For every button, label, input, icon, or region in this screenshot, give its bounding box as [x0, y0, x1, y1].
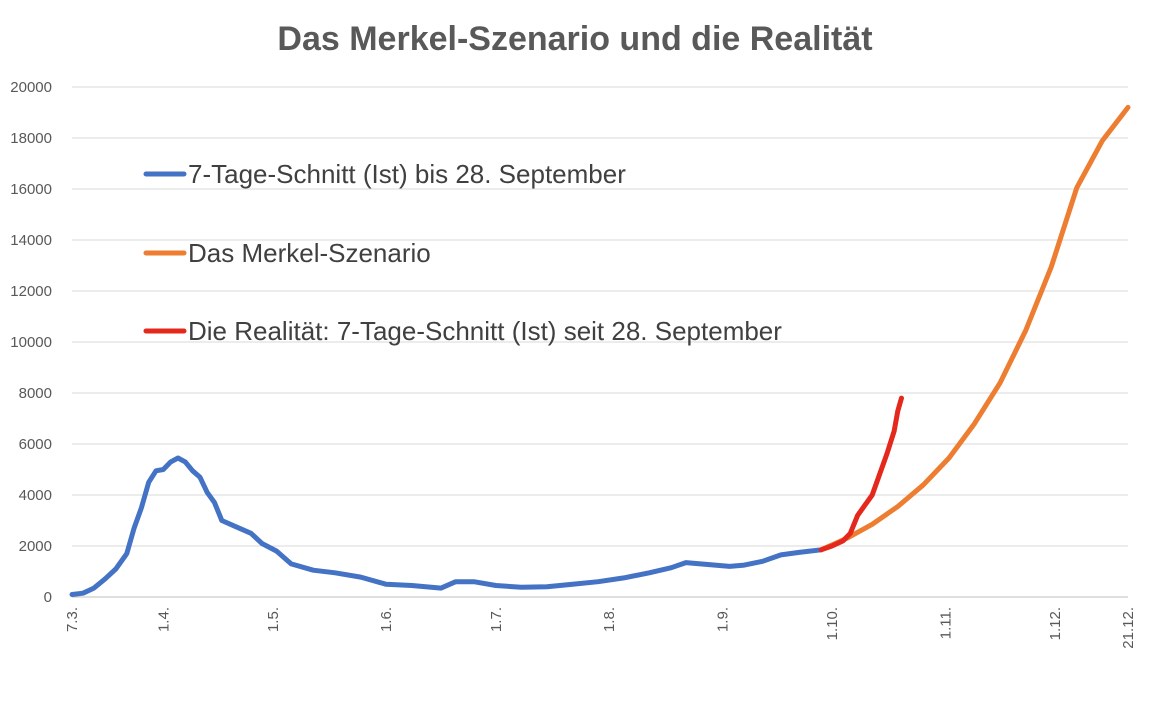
y-tick-label: 4000 — [19, 487, 52, 504]
y-tick-label: 0 — [44, 589, 52, 606]
x-tick: 1.10. — [824, 607, 841, 640]
x-tick-label: 1.7. — [488, 607, 505, 632]
y-tick-label: 6000 — [19, 436, 52, 453]
y-tick-label: 20000 — [10, 79, 52, 96]
x-tick: 1.12. — [1047, 607, 1064, 640]
x-tick: 1.7. — [488, 607, 505, 632]
x-tick-label: 1.9. — [714, 607, 731, 632]
x-tick: 1.11. — [937, 607, 954, 639]
y-axis-tick-labels: 0 2000 4000 6000 8000 10000 12000 14000 16000 180… — [10, 79, 52, 606]
series-line-1 — [69, 455, 824, 597]
x-tick-label: 1.5. — [265, 607, 282, 632]
legend: 7-Tage-Schnitt (Ist) bis 28. September Da… — [143, 159, 782, 346]
x-tick: 1.8. — [601, 607, 618, 632]
x-tick-label: 1.4. — [155, 607, 172, 632]
legend-label: 7-Tage-Schnitt (Ist) bis 28. September — [188, 159, 626, 189]
y-tick-label: 2000 — [19, 538, 52, 555]
x-tick-label: 1.10. — [824, 607, 841, 640]
y-tick-label: 18000 — [10, 130, 52, 147]
chart-title: Das Merkel-Szenario und die Realität — [277, 20, 872, 58]
x-tick: 1.6. — [378, 607, 395, 632]
x-tick: 7.3. — [64, 607, 81, 632]
x-tick-label: 1.6. — [378, 607, 395, 632]
legend-label: Die Realität: 7-Tage-Schnitt (Ist) seit … — [188, 316, 782, 346]
y-tick-label: 8000 — [19, 385, 52, 402]
y-tick-label: 12000 — [10, 283, 52, 300]
y-tick-label: 10000 — [10, 334, 52, 351]
y-tick-label: 14000 — [10, 232, 52, 249]
x-tick-label: 1.12. — [1047, 607, 1064, 640]
series-line-2 — [818, 104, 1131, 553]
x-tick-label: 1.8. — [601, 607, 618, 632]
y-tick-label: 16000 — [10, 181, 52, 198]
x-axis-tick-labels: 7.3. 1.4. 1.5. 1.6. 1.7. 1.8. 1.9. 1.10. 1.11. 1.… — [64, 607, 1137, 649]
gridlines — [72, 86, 1128, 598]
x-tick: 21.12. — [1120, 607, 1137, 649]
x-tick: 1.5. — [265, 607, 282, 632]
x-tick: 1.4. — [155, 607, 172, 632]
x-tick: 1.9. — [714, 607, 731, 632]
x-tick-label: 21.12. — [1120, 607, 1137, 649]
series-lines — [69, 104, 1131, 597]
legend-label: Das Merkel-Szenario — [188, 238, 431, 268]
series-line-3 — [818, 395, 904, 553]
x-tick-label: 1.11. — [937, 607, 954, 639]
x-tick-label: 7.3. — [64, 607, 81, 632]
